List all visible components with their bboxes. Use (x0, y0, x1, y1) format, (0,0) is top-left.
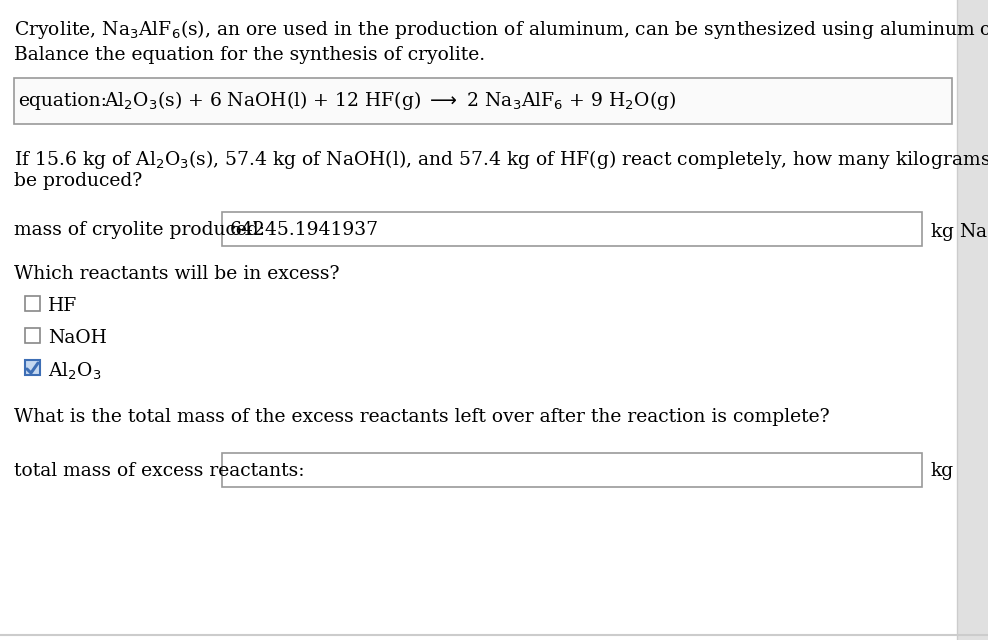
FancyBboxPatch shape (958, 0, 988, 640)
Text: HF: HF (48, 297, 77, 315)
Text: Al$_2$O$_3$(s) + 6 NaOH(l) + 12 HF(g) $\longrightarrow$ 2 Na$_3$AlF$_6$ + 9 H$_2: Al$_2$O$_3$(s) + 6 NaOH(l) + 12 HF(g) $\… (104, 89, 676, 112)
FancyBboxPatch shape (222, 453, 922, 487)
FancyBboxPatch shape (222, 212, 922, 246)
Text: If 15.6 kg of Al$_2$O$_3$(s), 57.4 kg of NaOH(l), and 57.4 kg of HF(g) react com: If 15.6 kg of Al$_2$O$_3$(s), 57.4 kg of… (14, 148, 988, 171)
Text: equation:: equation: (18, 92, 107, 110)
FancyBboxPatch shape (25, 328, 40, 343)
FancyBboxPatch shape (14, 78, 952, 124)
Text: kg: kg (930, 462, 953, 480)
Text: 64245.1941937: 64245.1941937 (230, 221, 379, 239)
Text: What is the total mass of the excess reactants left over after the reaction is c: What is the total mass of the excess rea… (14, 408, 830, 426)
Text: Which reactants will be in excess?: Which reactants will be in excess? (14, 265, 340, 283)
Text: be produced?: be produced? (14, 172, 142, 190)
Text: Balance the equation for the synthesis of cryolite.: Balance the equation for the synthesis o… (14, 46, 485, 64)
Text: NaOH: NaOH (48, 329, 107, 347)
Text: Al$_2$O$_3$: Al$_2$O$_3$ (48, 361, 102, 382)
Text: Cryolite, Na$_3$AlF$_6$(s), an ore used in the production of aluminum, can be sy: Cryolite, Na$_3$AlF$_6$(s), an ore used … (14, 18, 988, 41)
Text: total mass of excess reactants:: total mass of excess reactants: (14, 462, 304, 480)
FancyBboxPatch shape (25, 360, 40, 375)
Text: mass of cryolite produced:: mass of cryolite produced: (14, 221, 265, 239)
Text: kg Na$_3$AlF$_6$: kg Na$_3$AlF$_6$ (930, 221, 988, 243)
FancyBboxPatch shape (25, 296, 40, 311)
